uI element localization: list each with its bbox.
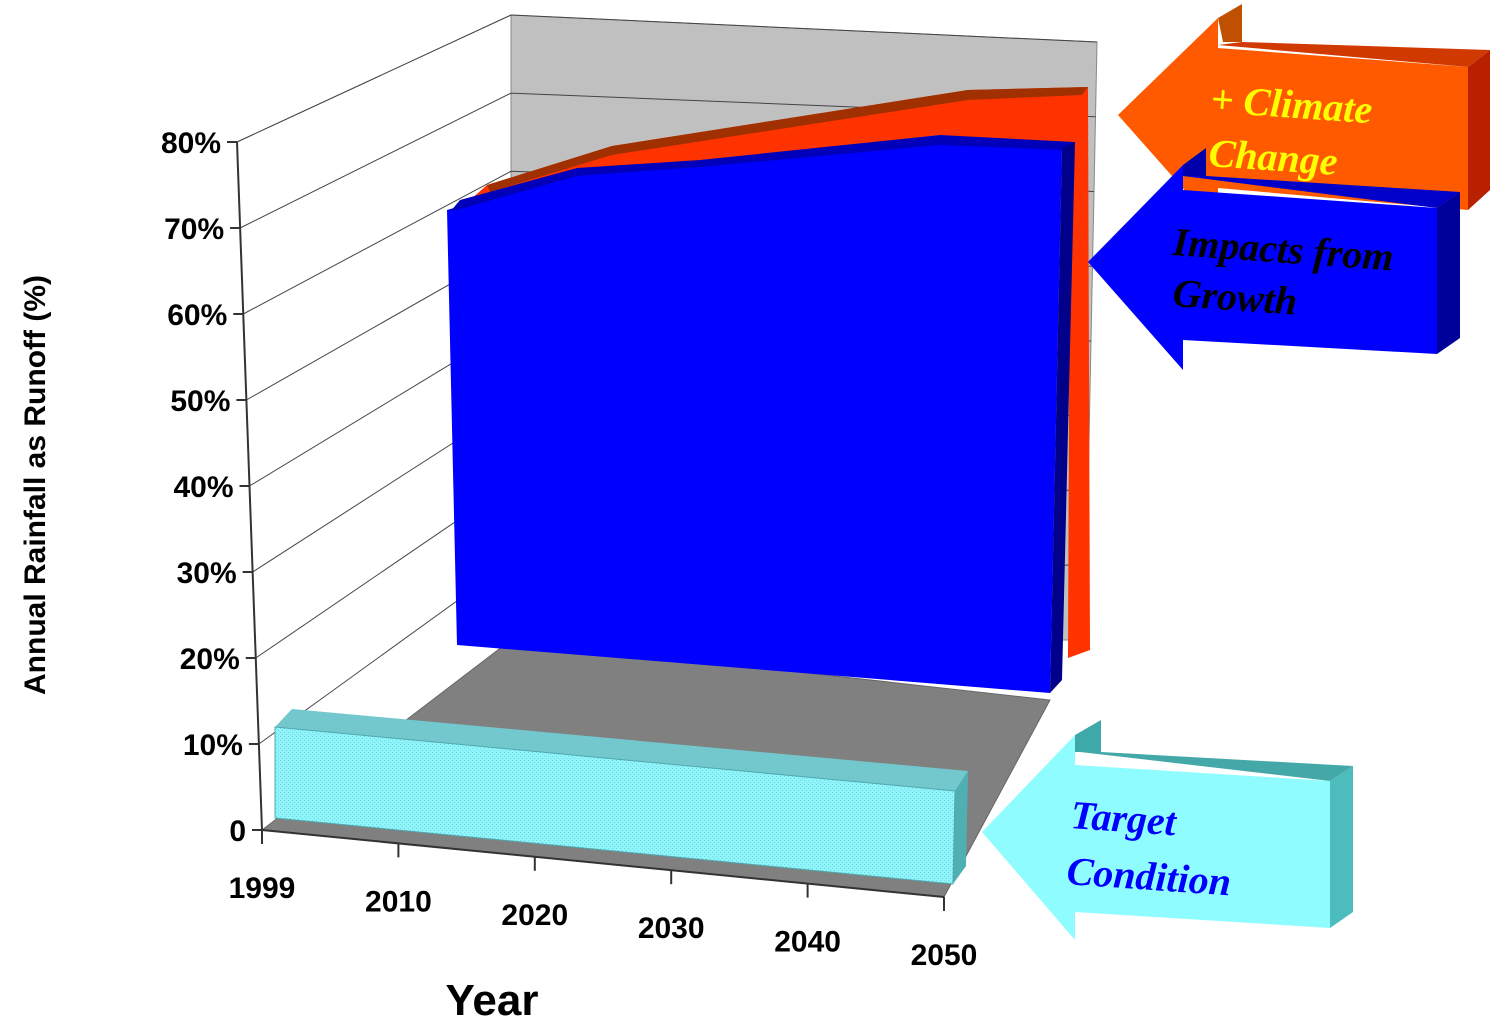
- target-series-top: [275, 709, 968, 791]
- y-tick-label: 10%: [183, 729, 243, 762]
- gridline: [236, 14, 1098, 143]
- climate-arrow-label-line2: Change: [1207, 130, 1339, 184]
- x-tick-label: 2010: [365, 885, 432, 918]
- growth-arrow: Impacts from Growth: [1088, 148, 1460, 370]
- y-tick-label: 0: [229, 815, 246, 848]
- x-tick-label: 2050: [911, 939, 978, 972]
- target-series-front: [274, 726, 956, 885]
- y-axis-title: Annual Rainfall as Runoff (%): [19, 275, 52, 695]
- target-series-side: [953, 771, 968, 884]
- y-tick-label: 20%: [180, 643, 240, 676]
- target-arrow-head-top: [1080, 752, 1353, 781]
- y-tick-marks: [227, 141, 262, 831]
- y-tick-label: 60%: [167, 299, 227, 332]
- x-tick-label: 1999: [229, 872, 296, 905]
- y-tick-label: 70%: [164, 213, 224, 246]
- y-tick-labels: 0 10% 20% 30% 40% 50% 60% 70% 80%: [161, 127, 246, 848]
- x-axis-title: Year: [446, 976, 539, 1024]
- target-arrow-body: [982, 735, 1330, 940]
- growth-arrow-label-line2: Growth: [1171, 270, 1298, 324]
- climate-arrow-side: [1468, 50, 1490, 210]
- target-arrow: Target Condition: [982, 720, 1353, 940]
- y-tick-label: 40%: [173, 471, 233, 504]
- growth-series-top: [450, 135, 1075, 212]
- growth-arrow-body: [1088, 165, 1437, 370]
- target-arrow-top: [1075, 720, 1101, 752]
- target-arrow-label-line1: Target: [1069, 792, 1179, 844]
- y-tick-label: 50%: [170, 385, 230, 418]
- x-tick-marks: [261, 830, 945, 911]
- climate-arrow-head-top: [1218, 42, 1490, 67]
- target-arrow-side: [1330, 766, 1353, 928]
- x-tick-label: 2040: [774, 926, 841, 959]
- climate-arrow-top: [1218, 4, 1242, 42]
- growth-arrow-head-top: [1183, 176, 1460, 208]
- x-tick-label: 2020: [501, 899, 568, 932]
- growth-series-area: [447, 140, 1062, 693]
- x-tick-labels: 1999 2010 2020 2030 2040 2050: [229, 872, 978, 972]
- y-tick-label: 80%: [161, 127, 221, 160]
- x-axis-line: [261, 829, 945, 898]
- y-tick-label: 30%: [177, 557, 237, 590]
- growth-arrow-top: [1183, 148, 1206, 176]
- x-tick-label: 2030: [638, 912, 705, 945]
- growth-series-side: [1050, 142, 1075, 693]
- growth-arrow-side: [1437, 192, 1460, 354]
